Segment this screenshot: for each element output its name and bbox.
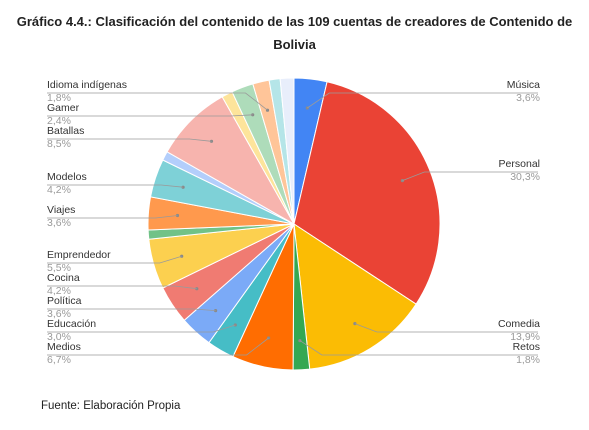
leader-line-modelos bbox=[47, 184, 184, 188]
slice-label-idioma-indigenas: Idioma indígenas bbox=[47, 79, 127, 91]
slice-label-educacion: Educación bbox=[47, 318, 96, 330]
label-leaders bbox=[47, 92, 538, 356]
slice-value-modelos: 4,2% bbox=[47, 184, 71, 196]
slice-value-cocina: 4,2% bbox=[47, 285, 71, 297]
slice-label-retos: Retos bbox=[513, 341, 540, 353]
leader-line-comedia bbox=[354, 323, 538, 333]
slice-value-gamer: 2,4% bbox=[47, 115, 71, 127]
source-note: Fuente: Elaboración Propia bbox=[41, 400, 181, 412]
leader-line-emprendedor bbox=[47, 255, 182, 264]
leader-line-idioma-indigenas bbox=[47, 92, 268, 111]
slice-label-politica: Política bbox=[47, 295, 82, 307]
slice-label-musica: Música bbox=[507, 79, 540, 91]
slice-label-emprendedor: Emprendedor bbox=[47, 249, 111, 261]
slice-value-emprendedor: 5,5% bbox=[47, 262, 71, 274]
slice-label-cocina: Cocina bbox=[47, 272, 80, 284]
slice-value-educacion: 3,0% bbox=[47, 331, 71, 343]
pie-slice-unlabeled-18 bbox=[279, 77, 295, 225]
slice-value-viajes: 3,6% bbox=[47, 217, 71, 229]
slice-label-modelos: Modelos bbox=[47, 171, 87, 183]
leader-line-medios bbox=[47, 337, 269, 356]
slice-label-comedia: Comedia bbox=[498, 318, 540, 330]
leader-line-politica bbox=[47, 308, 216, 311]
slice-value-personal: 30,3% bbox=[510, 171, 540, 183]
chart-title-line1: Gráfico 4.4.: Clasificación del contenid… bbox=[16, 14, 573, 29]
slice-label-personal: Personal bbox=[499, 158, 540, 170]
slice-value-batallas: 8,5% bbox=[47, 138, 71, 150]
slice-label-viajes: Viajes bbox=[47, 204, 75, 216]
leader-line-retos bbox=[299, 340, 538, 356]
leader-line-personal bbox=[402, 171, 538, 181]
slice-value-musica: 3,6% bbox=[516, 92, 540, 104]
slice-value-comedia: 13,9% bbox=[510, 331, 540, 343]
leader-line-batallas bbox=[47, 138, 212, 142]
chart-title-line2: Bolivia bbox=[273, 37, 316, 52]
leader-line-cocina bbox=[47, 285, 197, 290]
leader-line-gamer bbox=[47, 114, 253, 117]
slice-value-medios: 6,7% bbox=[47, 354, 71, 366]
slice-label-gamer: Gamer bbox=[47, 102, 80, 114]
slice-label-medios: Medios bbox=[47, 341, 81, 353]
pie-slice-comedia bbox=[293, 223, 417, 370]
leader-line-educacion bbox=[47, 324, 236, 333]
chart-title: Gráfico 4.4.: Clasificación del contenid… bbox=[0, 10, 589, 56]
slice-value-idioma-indigenas: 1,8% bbox=[47, 92, 71, 104]
leader-line-musica bbox=[307, 92, 538, 109]
pie-slices bbox=[147, 77, 441, 371]
pie-chart: Música3,6%Personal30,3%Comedia13,9%Retos… bbox=[47, 77, 540, 371]
slice-value-politica: 3,6% bbox=[47, 308, 71, 320]
slice-label-batallas: Batallas bbox=[47, 125, 84, 137]
slice-labels: Música3,6%Personal30,3%Comedia13,9%Retos… bbox=[47, 79, 540, 366]
leader-line-viajes bbox=[47, 215, 178, 219]
slice-value-retos: 1,8% bbox=[516, 354, 540, 366]
